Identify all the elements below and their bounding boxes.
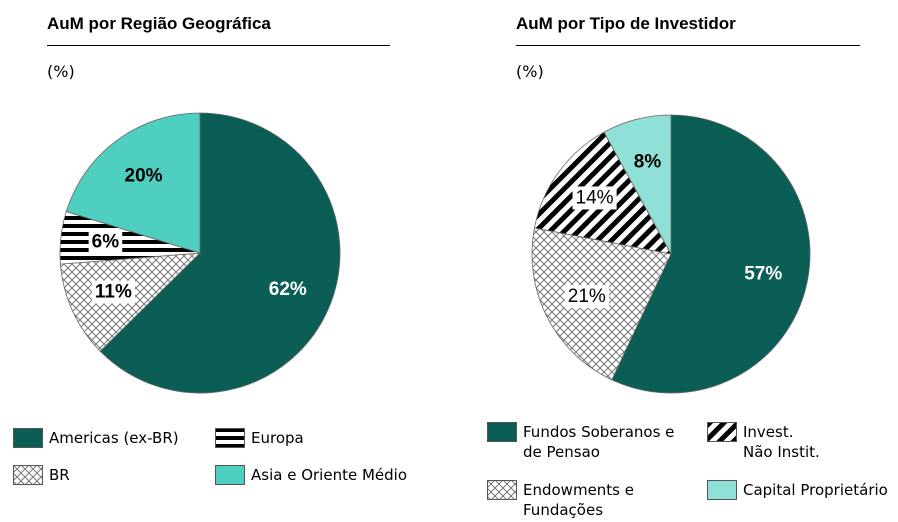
legend-item: BR: [13, 465, 209, 485]
legend-swatch: [13, 428, 43, 448]
pie-slice: [99, 112, 341, 394]
legend-swatch-fill: [707, 422, 737, 442]
legend-swatch-fill: [707, 480, 737, 500]
legend-label: Capital Proprietário: [743, 481, 888, 499]
slice-label-group: 62%: [269, 279, 307, 300]
legend-label: Endowments e Fundações: [523, 481, 634, 519]
slice-label-group: 11%: [91, 280, 135, 304]
legend-swatch: [487, 422, 517, 442]
legend-item: Invest. Não Instit.: [707, 422, 898, 462]
label-background: [564, 284, 609, 308]
legend-item: Europa: [215, 428, 441, 448]
legend-swatch-fill: [13, 465, 43, 485]
slice-label: 57%: [744, 264, 782, 285]
slice-label-group: 14%: [572, 186, 617, 210]
legend-swatch-fill: [487, 422, 517, 442]
title-rule: [516, 45, 860, 46]
legend-swatch-fill: [215, 428, 245, 448]
legend-label: Asia e Oriente Médio: [251, 466, 407, 484]
chart-subtitle: (%): [47, 62, 75, 81]
legend-label: BR: [49, 466, 70, 484]
legend-label: Fundos Soberanos e de Pensao: [523, 423, 675, 461]
slice-label: 14%: [576, 187, 614, 208]
legend-item: Americas (ex-BR): [13, 428, 209, 448]
legend-swatch: [707, 422, 737, 442]
legend-label: Europa: [251, 429, 304, 447]
legend-swatch-fill: [13, 428, 43, 448]
slice-label: 62%: [269, 279, 307, 300]
label-background: [572, 186, 617, 210]
legend-item: Endowments e Fundações: [487, 480, 703, 520]
title-rule: [47, 45, 390, 46]
slice-label: 8%: [634, 151, 662, 172]
legend-swatch: [215, 465, 245, 485]
slice-label: 11%: [95, 282, 132, 303]
legend-item: Asia e Oriente Médio: [215, 465, 441, 485]
slice-label-group: 57%: [744, 264, 782, 285]
pie-slice: [65, 112, 201, 254]
pie-slice: [611, 114, 811, 394]
slice-label-group: 20%: [125, 165, 163, 186]
legend-label: Americas (ex-BR): [49, 429, 179, 447]
pie-slice: [603, 114, 672, 255]
legend-swatch: [487, 480, 517, 500]
label-background: [88, 230, 123, 254]
legend-item: Capital Proprietário: [707, 480, 898, 500]
slice-label-group: 21%: [564, 284, 609, 308]
chart-title: AuM por Tipo de Investidor: [516, 14, 736, 33]
slice-label: 21%: [568, 286, 606, 307]
legend-swatch-fill: [215, 465, 245, 485]
label-background: [91, 280, 135, 304]
legend-item: Fundos Soberanos e de Pensao: [487, 422, 703, 462]
legend-label: Invest. Não Instit.: [743, 423, 820, 461]
legend-swatch-fill: [487, 480, 517, 500]
slice-label-group: 6%: [88, 230, 123, 254]
slice-label: 6%: [92, 231, 120, 252]
legend-swatch: [707, 480, 737, 500]
slice-label: 20%: [125, 165, 163, 186]
chart-title: AuM por Região Geográfica: [47, 14, 271, 33]
chart-subtitle: (%): [516, 62, 544, 81]
legend-swatch: [215, 428, 245, 448]
slice-label-group: 8%: [634, 151, 662, 172]
legend-swatch: [13, 465, 43, 485]
